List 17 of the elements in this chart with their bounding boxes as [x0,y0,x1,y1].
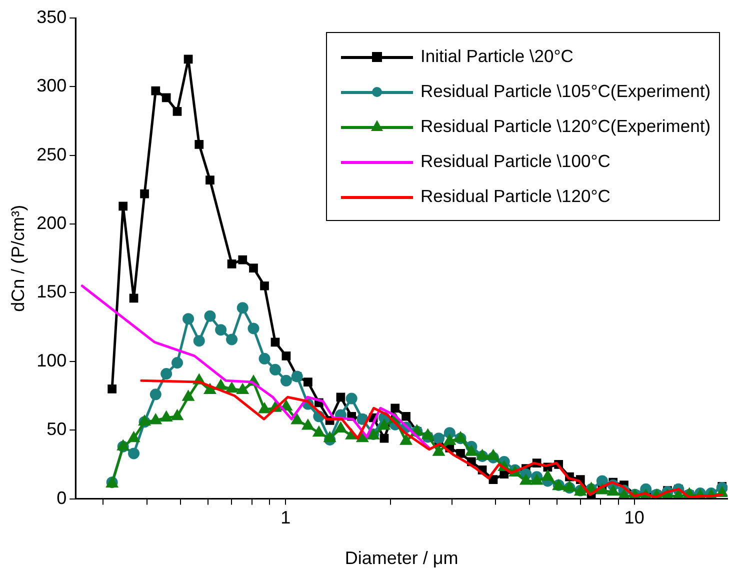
legend-label: Residual Particle \105°C(Experiment) [420,81,711,102]
y-tick-label: 100 [36,350,67,370]
y-tick-label: 0 [56,488,67,508]
legend-label: Residual Particle \100°C [420,151,610,172]
x-axis-title: Diameter / μm [344,548,458,568]
y-tick-label: 250 [36,144,67,164]
legend-label: Residual Particle \120°C(Experiment) [420,116,711,137]
legend-label: Residual Particle \120°C [420,186,610,207]
x-tick-label: 10 [624,508,644,528]
y-axis-title: dCn / (P/cm³) [8,204,28,312]
y-tick-label: 150 [36,282,67,302]
y-tick-label: 300 [36,76,67,96]
y-tick-label: 350 [36,6,67,27]
legend-label: Initial Particle \20°C [420,46,574,67]
x-tick-label: 1 [280,508,291,528]
y-tick-label: 50 [46,419,67,440]
y-tick-label: 200 [36,213,67,234]
